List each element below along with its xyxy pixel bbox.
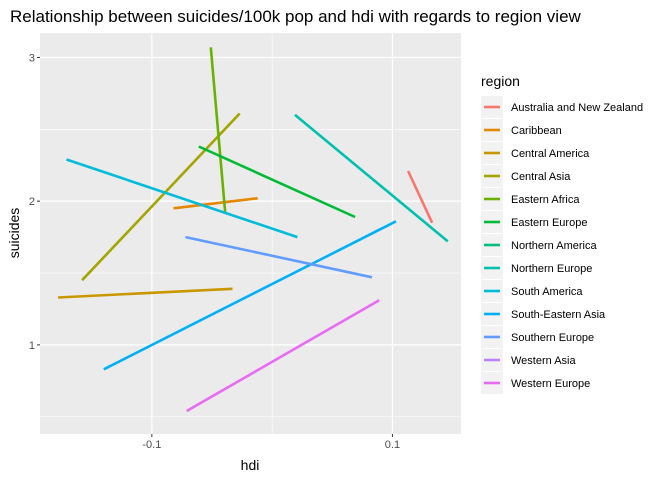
legend-label-10: Southern Europe — [511, 332, 594, 344]
legend-label-9: South-Eastern Asia — [511, 309, 606, 321]
legend-label-5: Eastern Europe — [511, 217, 587, 229]
legend-label-11: Western Asia — [511, 355, 576, 367]
legend-label-2: Central America — [511, 148, 590, 160]
chart-title: Relationship between suicides/100k pop a… — [10, 7, 582, 26]
series-line-1 — [173, 197, 258, 210]
series-line-3 — [81, 112, 241, 282]
y-tick-label: 3 — [29, 52, 35, 64]
series-line-10 — [185, 235, 373, 279]
series-line-7 — [294, 113, 449, 243]
major-gridlines — [40, 33, 461, 434]
legend-label-1: Caribbean — [511, 125, 562, 137]
series-line-2 — [57, 287, 233, 299]
legend-label-6: Northern America — [511, 240, 597, 252]
y-axis: 1 2 3 — [29, 52, 40, 352]
series-line-9 — [103, 220, 397, 371]
series-line-5 — [198, 145, 356, 219]
y-axis-title: suicides — [6, 208, 22, 259]
series-lines — [57, 47, 449, 413]
minor-gridlines — [40, 33, 461, 434]
x-axis-title: hdi — [241, 457, 260, 473]
x-tick-label: -0.1 — [142, 439, 161, 451]
legend-label-7: Northern Europe — [511, 263, 592, 275]
legend-label-12: Western Europe — [511, 378, 590, 390]
legend-label-0: Australia and New Zealand — [511, 102, 643, 114]
legend-label-3: Central Asia — [511, 171, 571, 183]
series-line-4 — [209, 47, 227, 213]
series-line-8 — [66, 158, 298, 239]
legend-label-8: South America — [511, 286, 583, 298]
legend: region Australia and New Zealand Caribbea… — [481, 73, 643, 394]
legend-title: region — [481, 73, 520, 89]
y-tick-label: 1 — [29, 340, 35, 352]
legend-label-4: Eastern Africa — [511, 194, 580, 206]
series-line-12 — [186, 299, 380, 413]
x-axis: -0.1 0.1 — [142, 434, 400, 451]
series-line-0 — [406, 170, 434, 224]
x-tick-label: 0.1 — [385, 439, 400, 451]
y-tick-label: 2 — [29, 196, 35, 208]
